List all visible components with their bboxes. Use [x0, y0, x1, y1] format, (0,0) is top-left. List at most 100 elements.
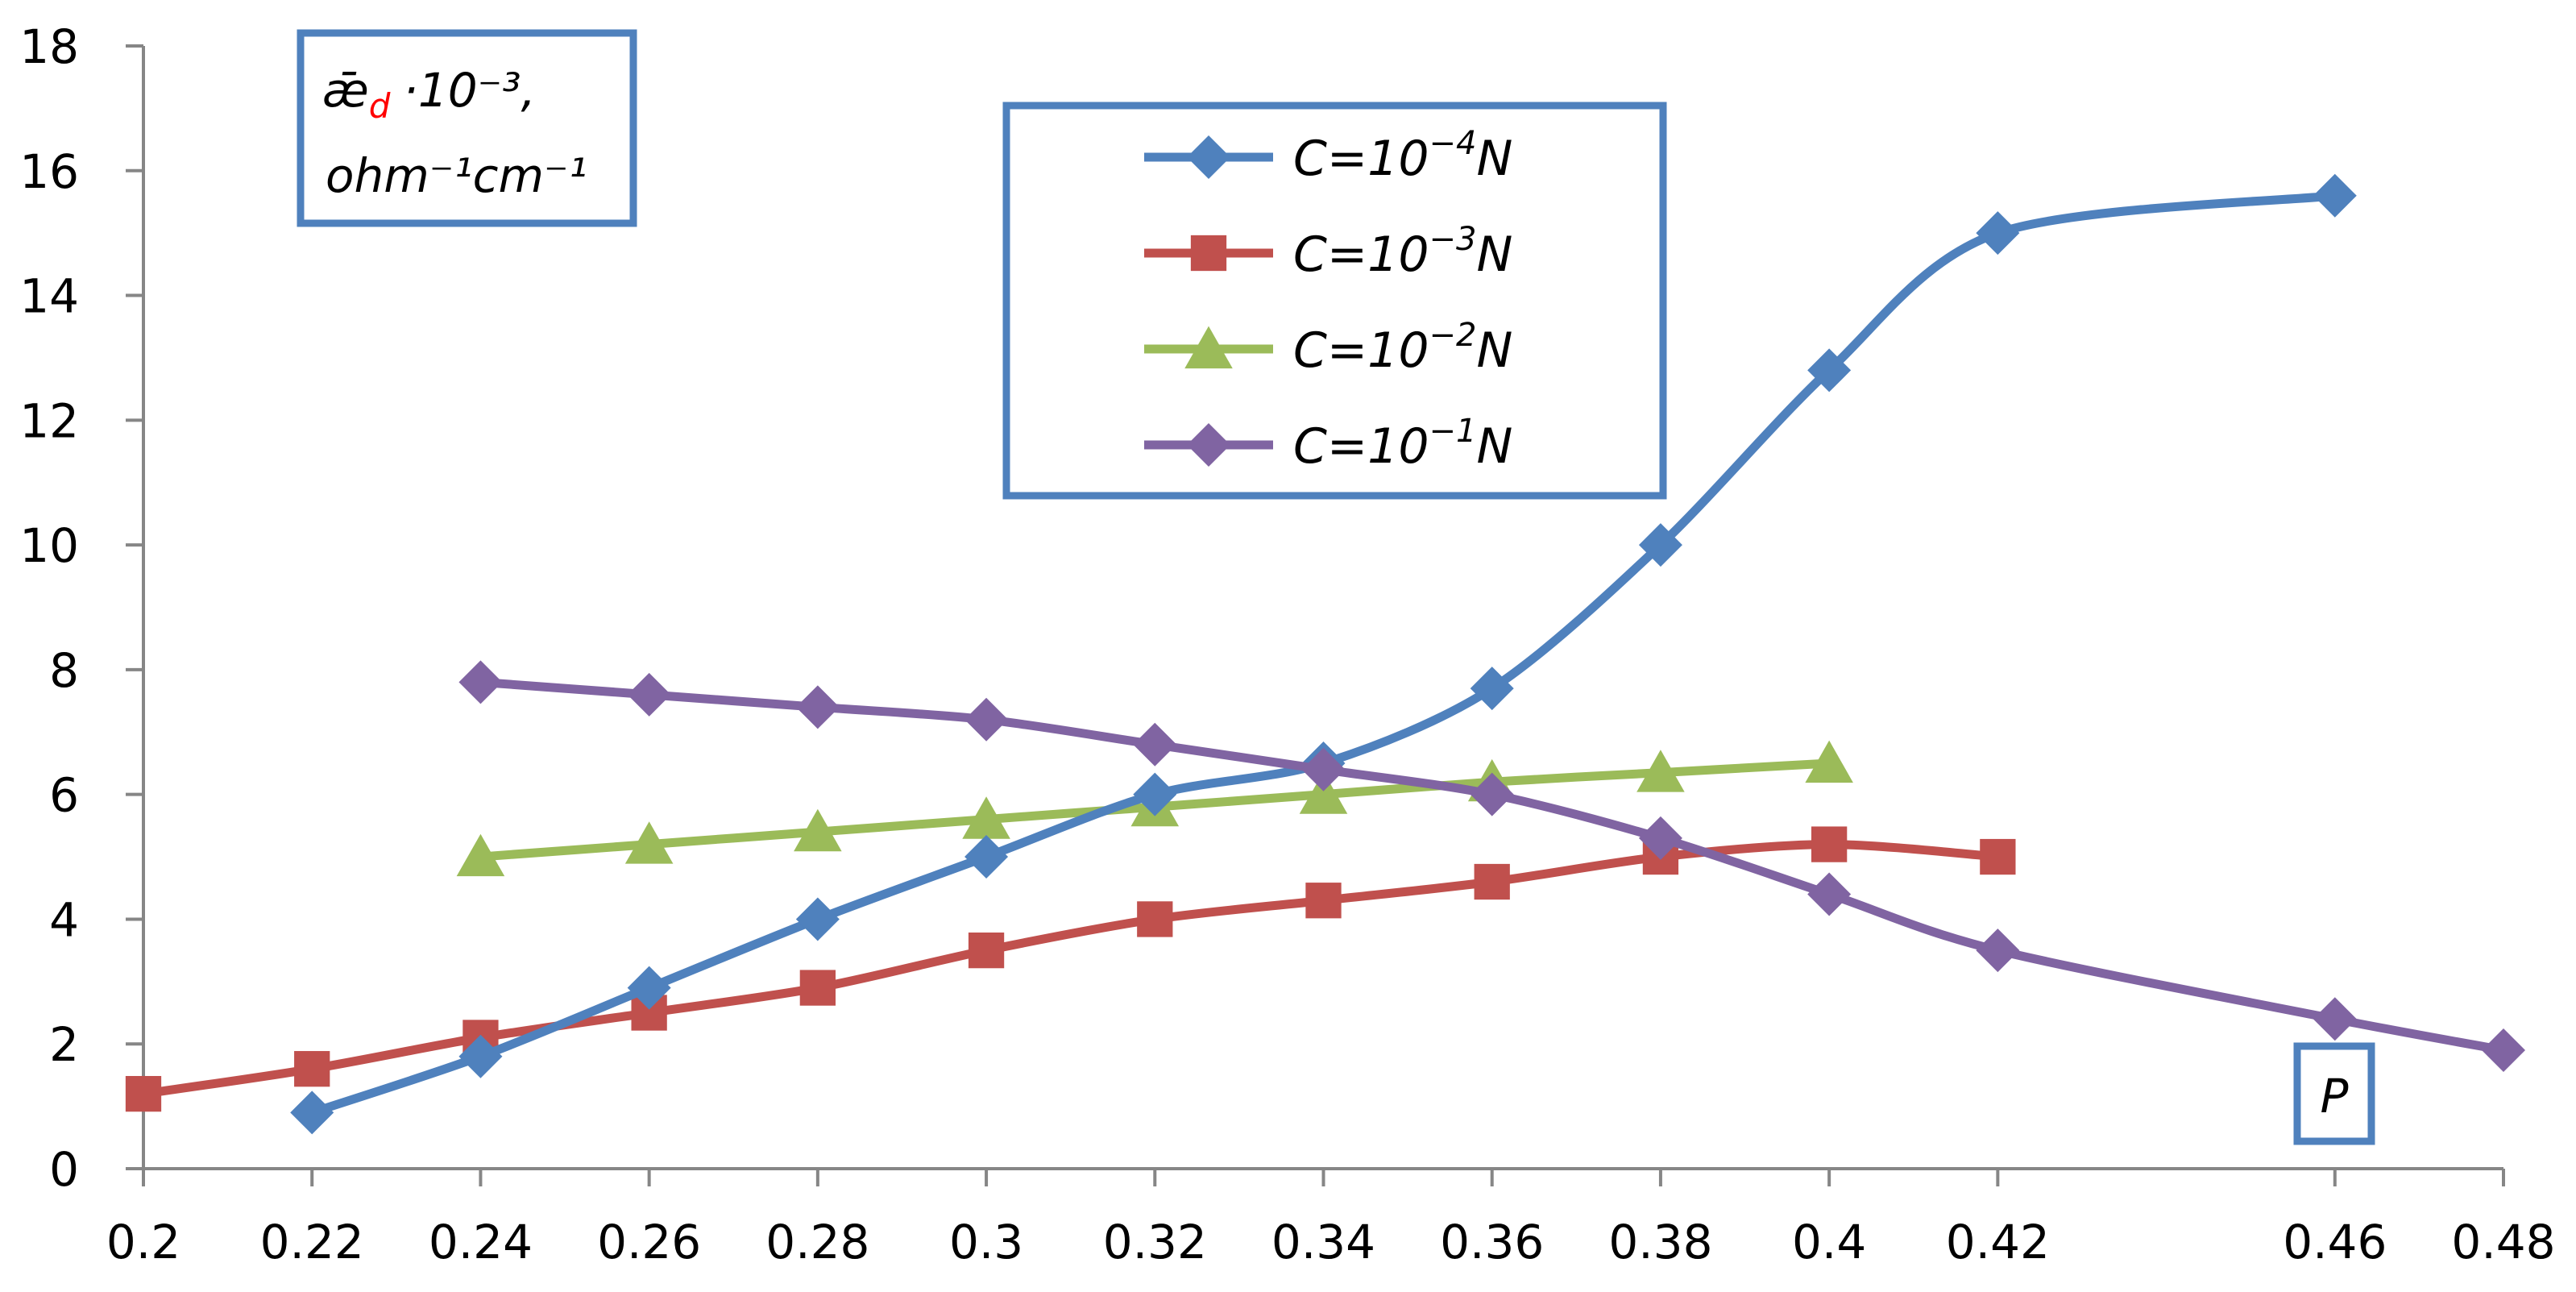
y-tick-label: 18 [19, 19, 79, 74]
legend-label-exponent: −4 [1429, 125, 1477, 162]
data-point [1299, 771, 1348, 814]
series-layer [125, 173, 2525, 1135]
data-point [1807, 348, 1852, 393]
data-point [294, 1051, 330, 1087]
x-tick-label: 0.4 [1792, 1215, 1866, 1269]
x-tick-label: 0.36 [1440, 1215, 1544, 1269]
x-tick-label: 0.28 [765, 1215, 869, 1269]
legend-label-suffix: N [1476, 226, 1512, 283]
data-point [624, 821, 674, 864]
legend-label-prefix: C=10 [1293, 418, 1429, 475]
x-tick-label: 0.26 [597, 1215, 701, 1269]
data-point [290, 1091, 334, 1135]
legend-label: C=10−1N [1293, 413, 1512, 475]
y-tick-label: 4 [49, 892, 79, 947]
data-point [968, 932, 1005, 969]
ylabel-subscript: d [369, 86, 391, 126]
data-point [458, 660, 503, 704]
data-point [1137, 901, 1173, 937]
data-point [795, 897, 840, 941]
x-tick-label: 0.3 [949, 1215, 1023, 1269]
data-point [125, 1075, 162, 1112]
legend-marker [1187, 423, 1230, 467]
axes: 0 2 4 6 8 10 12 14 16 18 0.2 0.22 0.24 0.26 0.28 0.3 0.3… [19, 19, 2555, 1269]
legend-label: C=10−2N [1293, 317, 1512, 379]
y-tick-label: 10 [19, 518, 79, 573]
data-point [964, 697, 1009, 742]
data-point [1470, 667, 1514, 711]
x-tick-label: 0.46 [2283, 1215, 2387, 1269]
data-point [2482, 1028, 2525, 1072]
y-tick-label: 12 [19, 393, 79, 448]
data-point [1976, 928, 2020, 973]
data-point [458, 1034, 503, 1078]
data-point [1301, 747, 1346, 791]
y-tick-label: 2 [49, 1017, 79, 1072]
series-3 [458, 660, 2525, 1072]
x-tick-label: 0.24 [429, 1215, 533, 1269]
x-tick-label: 0.38 [1608, 1215, 1712, 1269]
legend-label-exponent: −1 [1429, 413, 1477, 450]
ylabel-box-border [297, 29, 637, 227]
x-tick-label: 0.48 [2451, 1215, 2555, 1269]
legend-entry-0: C=10−4N [1144, 125, 1512, 187]
x-tick-label: 0.32 [1103, 1215, 1207, 1269]
x-tick-label: 0.22 [260, 1215, 364, 1269]
legend-label-prefix: C=10 [1293, 131, 1429, 187]
svg-text:ǣd·10⁻³,: ǣd ·10⁻³, [322, 63, 536, 126]
xlabel: P [2321, 1069, 2349, 1124]
data-point [794, 808, 842, 852]
x-tick-label: 0.34 [1271, 1215, 1375, 1269]
legend-entry-3: C=10−1N [1144, 413, 1512, 475]
xlabel-box-border [2293, 1042, 2375, 1145]
data-point [1474, 863, 1510, 900]
data-point [1133, 722, 1177, 766]
data-point [795, 685, 840, 729]
series-1 [125, 826, 2016, 1112]
data-point [1811, 826, 1848, 862]
ylabel-scale: ·10⁻³, [403, 63, 536, 118]
y-tick-label: 8 [49, 643, 79, 698]
data-point [1976, 211, 2020, 255]
data-point [1305, 883, 1342, 919]
legend-label-prefix: C=10 [1293, 322, 1429, 379]
y-tick-label: 14 [19, 269, 79, 324]
data-point [962, 796, 1010, 839]
legend: C=10−4NC=10−3NC=10−2NC=10−1N [1002, 102, 1667, 500]
legend-label-prefix: C=10 [1293, 226, 1429, 283]
x-tick-label: 0.2 [106, 1215, 180, 1269]
legend-entry-1: C=10−3N [1144, 221, 1512, 283]
y-tick-label: 0 [49, 1142, 79, 1197]
data-point [1805, 740, 1853, 783]
x-tick-label: 0.42 [1946, 1215, 2050, 1269]
data-point [456, 833, 505, 877]
legend-label-suffix: N [1476, 418, 1512, 475]
ylabel-units: ohm⁻¹cm⁻¹ [326, 148, 587, 203]
legend-label-suffix: N [1476, 131, 1512, 187]
xlabel-box: P [2293, 1042, 2375, 1145]
data-point [627, 672, 671, 717]
legend-label-exponent: −2 [1429, 317, 1477, 354]
y-tick-label: 16 [19, 144, 79, 199]
series-line [139, 840, 2002, 1099]
ylabel-box: ǣd ·10⁻³, ohm⁻¹cm⁻¹ [297, 29, 637, 227]
legend-marker [1184, 326, 1233, 369]
data-point [1807, 872, 1852, 916]
data-point [1980, 838, 2016, 875]
data-point [627, 966, 671, 1010]
data-point [799, 970, 836, 1006]
data-point [1636, 750, 1685, 792]
legend-label-suffix: N [1476, 322, 1512, 379]
data-point [1638, 816, 1682, 860]
y-tick-label: 6 [49, 768, 79, 823]
data-point [2313, 173, 2357, 218]
data-point [1470, 772, 1514, 816]
data-point [1638, 523, 1682, 567]
legend-marker [1190, 235, 1227, 272]
legend-border [1002, 102, 1667, 500]
legend-entry-2: C=10−2N [1144, 317, 1512, 379]
ylabel-symbol: ǣ [322, 63, 369, 118]
data-point [2313, 997, 2357, 1041]
legend-marker [1187, 135, 1230, 179]
data-point [964, 835, 1009, 879]
